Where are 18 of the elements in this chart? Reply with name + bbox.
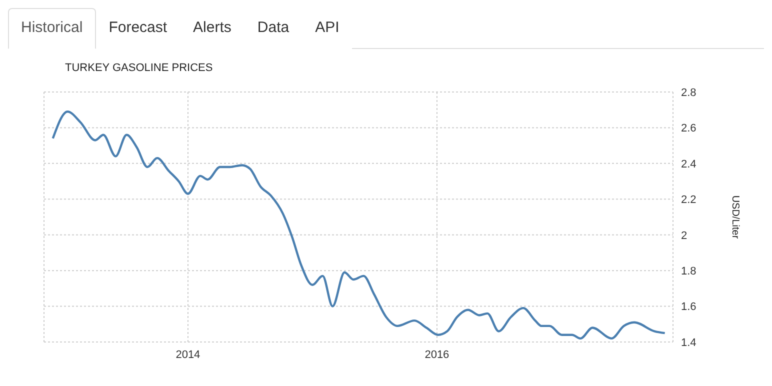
text: Alerts <box>180 8 244 49</box>
y-axis-title: USD/Liter <box>729 195 740 240</box>
y-tick-label: 2.2 <box>681 194 696 206</box>
y-tick-label: 1.6 <box>681 301 696 314</box>
x-tick-label: 2016 <box>424 348 450 361</box>
text: API <box>302 8 352 49</box>
text: Data <box>244 8 302 49</box>
line-series <box>52 110 666 340</box>
y-tick-label: 2.8 <box>681 86 696 99</box>
y-tick-label: 2 <box>681 230 688 242</box>
y-tick-label: 2.6 <box>681 122 696 135</box>
text: Historical <box>8 8 96 49</box>
text: Forecast <box>96 8 180 49</box>
x-tick-label: 2014 <box>176 348 200 361</box>
y-tick-label: 2.4 <box>681 158 696 170</box>
y-tick-label: 1.8 <box>681 265 696 278</box>
chart-title: TURKEY GASOLINE PRICES <box>65 62 213 74</box>
y-tick-label: 1.4 <box>681 336 696 349</box>
